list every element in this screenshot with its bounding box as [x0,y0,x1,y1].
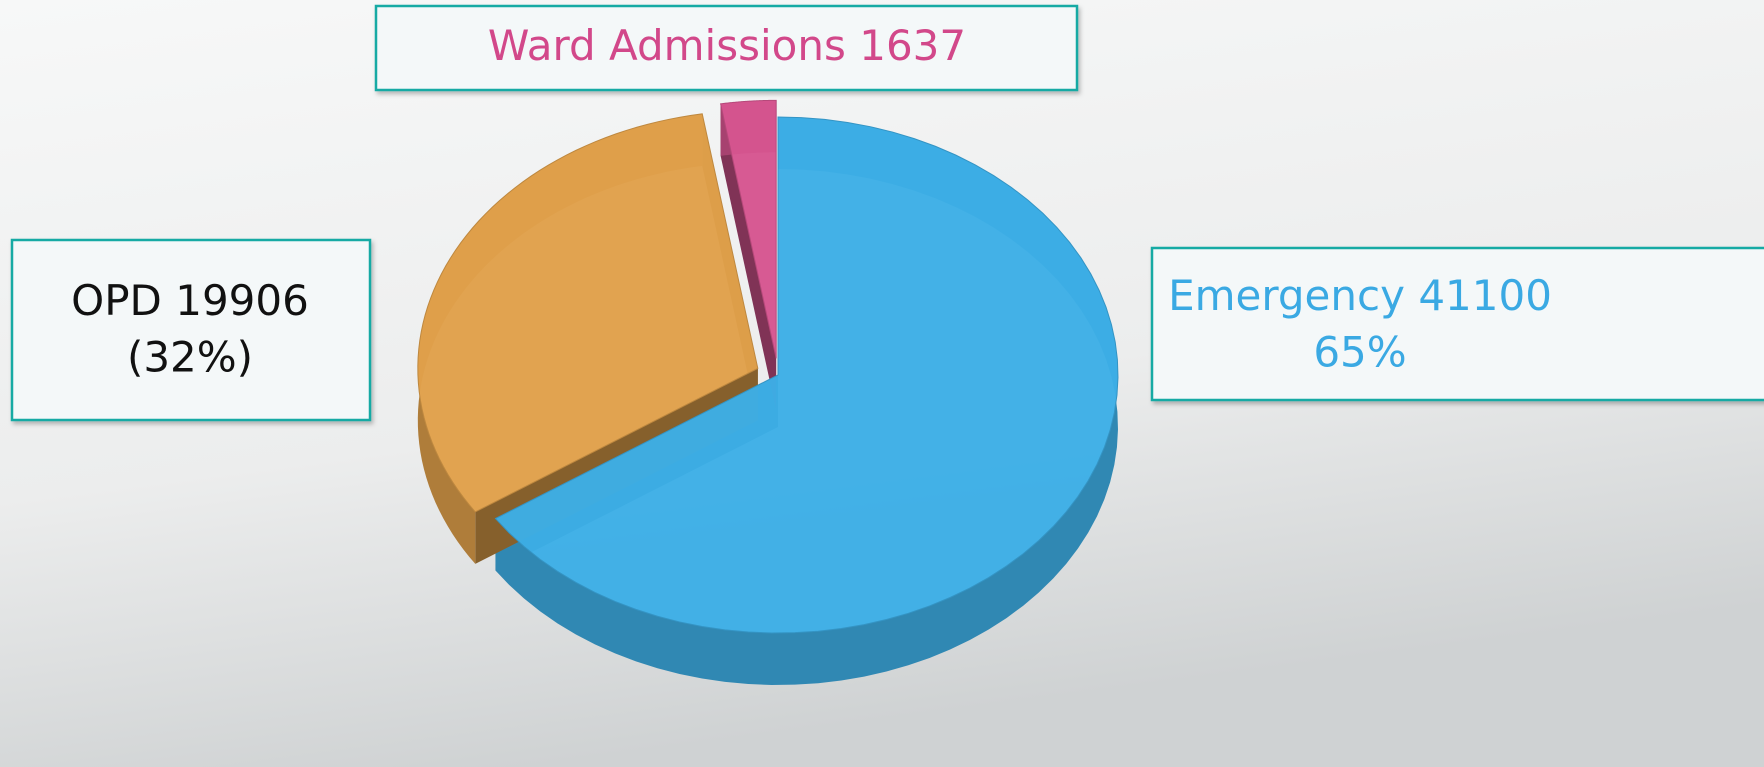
label-box [1150,246,1764,402]
slice-wall [720,103,777,411]
slice [417,113,759,513]
category-label: Ward Admissions [488,21,846,70]
category-label: Emergency [1168,271,1405,320]
slice [494,116,1119,634]
data-label: OPD 19906 [71,276,309,325]
label-box [10,238,372,422]
label-box [374,4,1079,92]
data-label: Emergency 41100 [1168,271,1552,320]
slice [720,99,777,359]
value-label: 41100 [1418,271,1552,320]
percent-label: (32%) [127,333,253,382]
data-label: Ward Admissions 1637 [488,21,966,70]
value-label: 19906 [175,276,309,325]
category-label: OPD [71,276,162,325]
value-label: 1637 [859,21,966,70]
percent-label: 65% [1313,328,1406,377]
